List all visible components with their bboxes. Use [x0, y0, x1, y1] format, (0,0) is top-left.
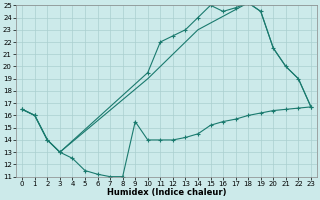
X-axis label: Humidex (Indice chaleur): Humidex (Indice chaleur)	[107, 188, 226, 197]
